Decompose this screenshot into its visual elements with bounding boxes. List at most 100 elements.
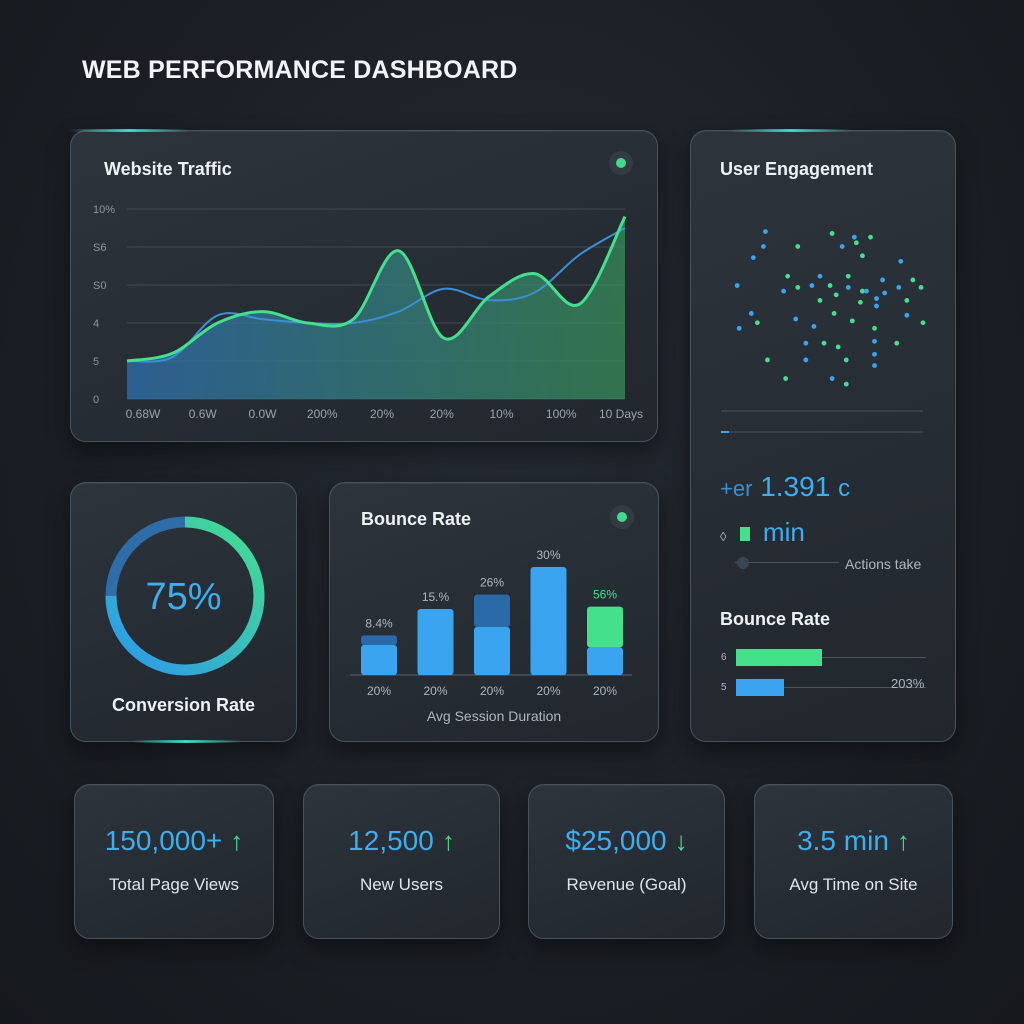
min-label: min bbox=[762, 517, 805, 547]
x-tick-label: 0.0W bbox=[248, 407, 277, 421]
scatter-point bbox=[872, 338, 877, 344]
y-tick-label: S6 bbox=[93, 242, 106, 254]
scatter-point bbox=[843, 357, 849, 363]
kpi-card-page-views[interactable]: 150,000+ ↑ Total Page Views bbox=[74, 784, 274, 939]
scatter-point bbox=[831, 311, 837, 316]
y-tick-label: 10% bbox=[93, 204, 115, 216]
scatter-point bbox=[849, 318, 855, 324]
dashboard-title: WEB PERFORMANCE DASHBOARD bbox=[82, 56, 518, 84]
actions-label: Actions take bbox=[845, 556, 922, 572]
scatter-point bbox=[795, 244, 801, 249]
scatter-point bbox=[827, 283, 833, 288]
scatter-point bbox=[839, 244, 845, 249]
traffic-chart: 10% S6 S0 4 5 0 0.68W 0.6W 0.0W 200% 20% 20% 10% 100%… bbox=[93, 204, 643, 421]
arrow-up-icon: ↑ bbox=[230, 826, 244, 856]
x-tick-label: 0.6W bbox=[189, 407, 218, 421]
scatter-point bbox=[882, 290, 888, 296]
actions-slider[interactable] bbox=[735, 562, 839, 563]
traffic-series-1-line bbox=[126, 215, 627, 363]
scatter-point bbox=[904, 298, 910, 303]
scatter-point bbox=[803, 340, 809, 346]
bar-segment bbox=[530, 567, 567, 675]
scatter-point bbox=[833, 292, 839, 298]
bar-segment bbox=[587, 647, 623, 675]
kpi-value: 3.5 min ↑ bbox=[797, 825, 910, 856]
x-tick-label: 200% bbox=[307, 407, 338, 421]
donut-progress bbox=[105, 516, 265, 676]
kpi-label: Revenue (Goal) bbox=[566, 875, 687, 894]
scatter-point bbox=[829, 376, 835, 381]
arrow-up-icon: ↑ bbox=[441, 826, 455, 856]
kpi-value: 150,000+ ↑ bbox=[104, 825, 244, 856]
conversion-card[interactable]: 75% Conversion Rate bbox=[70, 482, 297, 743]
scatter-point bbox=[754, 320, 760, 326]
scatter-point bbox=[748, 311, 754, 316]
scatter-point bbox=[809, 283, 815, 288]
kpi-card-revenue[interactable]: $25,000 ↓ Revenue (Goal) bbox=[528, 784, 725, 939]
arrow-down-icon: ↓ bbox=[674, 826, 688, 856]
bar-segment bbox=[417, 609, 454, 675]
scatter-point bbox=[918, 285, 924, 290]
x-tick-label: 0.68W bbox=[126, 407, 161, 421]
scatter-point bbox=[811, 324, 817, 329]
scatter-point bbox=[793, 316, 799, 322]
traffic-card[interactable]: Website Traffic 10% S6 S0 4 5 0 0.68W 0.6W 0.0W 2… bbox=[69, 129, 658, 442]
card-glow bbox=[731, 129, 851, 132]
conversion-value: 75% bbox=[145, 576, 222, 618]
x-tick-label: 10 Days bbox=[599, 407, 643, 421]
x-tick-label: 100% bbox=[546, 407, 577, 421]
engagement-title: User Engagement bbox=[720, 159, 874, 179]
bar-segment-top bbox=[587, 606, 623, 648]
bar-segment-top bbox=[361, 635, 397, 645]
scatter-point bbox=[845, 273, 851, 279]
scatter-point bbox=[904, 312, 910, 318]
bar-data-label: 30% bbox=[536, 548, 560, 562]
traffic-series-2-line bbox=[126, 227, 626, 363]
scatter-point bbox=[736, 325, 742, 331]
stat-suffix: c bbox=[838, 475, 851, 502]
scatter-point bbox=[835, 344, 841, 350]
scatter-point bbox=[781, 288, 787, 294]
scatter-point bbox=[829, 231, 835, 236]
kpi-card-new-users[interactable]: 12,500 ↑ New Users bbox=[303, 784, 500, 939]
y-tick-label: 4 bbox=[93, 318, 99, 330]
scatter-point bbox=[896, 285, 902, 290]
scatter-point bbox=[880, 277, 885, 283]
scatter-point bbox=[894, 340, 900, 346]
kpi-card-time-on-site[interactable]: 3.5 min ↑ Avg Time on Site bbox=[754, 784, 953, 939]
y-tick-label: 0 bbox=[93, 394, 99, 406]
status-dot-icon[interactable] bbox=[609, 151, 633, 175]
scatter-point bbox=[910, 277, 916, 283]
bounce-row-label: 6 bbox=[721, 652, 727, 663]
scatter-point bbox=[872, 351, 877, 357]
engagement-scatter bbox=[721, 229, 926, 433]
status-dot-icon[interactable] bbox=[610, 505, 634, 529]
scatter-point bbox=[817, 298, 823, 303]
scatter-point bbox=[750, 255, 756, 261]
kpi-label: Avg Time on Site bbox=[789, 875, 918, 894]
bounce-title: Bounce Rate bbox=[361, 509, 472, 529]
bounce-row-label: 5 bbox=[721, 682, 727, 693]
y-tick-label: 5 bbox=[93, 356, 99, 368]
scatter-point bbox=[803, 357, 809, 363]
scatter-point bbox=[857, 299, 863, 305]
bounce-card[interactable]: Bounce Rate 8.4% 20% 15.% 20% 26% 20% 30% 20% 56… bbox=[329, 482, 659, 742]
x-tick-label: 10% bbox=[489, 407, 513, 421]
actions-slider-handle[interactable] bbox=[737, 557, 749, 569]
bounce-row-track bbox=[736, 657, 926, 658]
scatter-point bbox=[872, 325, 877, 331]
engagement-card[interactable]: User Engagement +er 1.391 c ◊ min Action… bbox=[690, 129, 956, 742]
bar-segment bbox=[474, 627, 510, 675]
bar-category-label: 20% bbox=[536, 684, 560, 698]
stat-value: 1.391 bbox=[760, 471, 831, 502]
min-marker bbox=[739, 527, 750, 541]
scatter-point bbox=[874, 296, 879, 301]
scatter-point bbox=[734, 283, 740, 288]
kpi-label: Total Page Views bbox=[108, 875, 240, 894]
scatter-point bbox=[860, 288, 865, 294]
scatter-point bbox=[785, 273, 791, 279]
scatter-point bbox=[795, 285, 801, 290]
scatter-point bbox=[864, 288, 869, 294]
bar-data-label: 26% bbox=[480, 576, 504, 590]
scatter-point bbox=[920, 320, 926, 326]
